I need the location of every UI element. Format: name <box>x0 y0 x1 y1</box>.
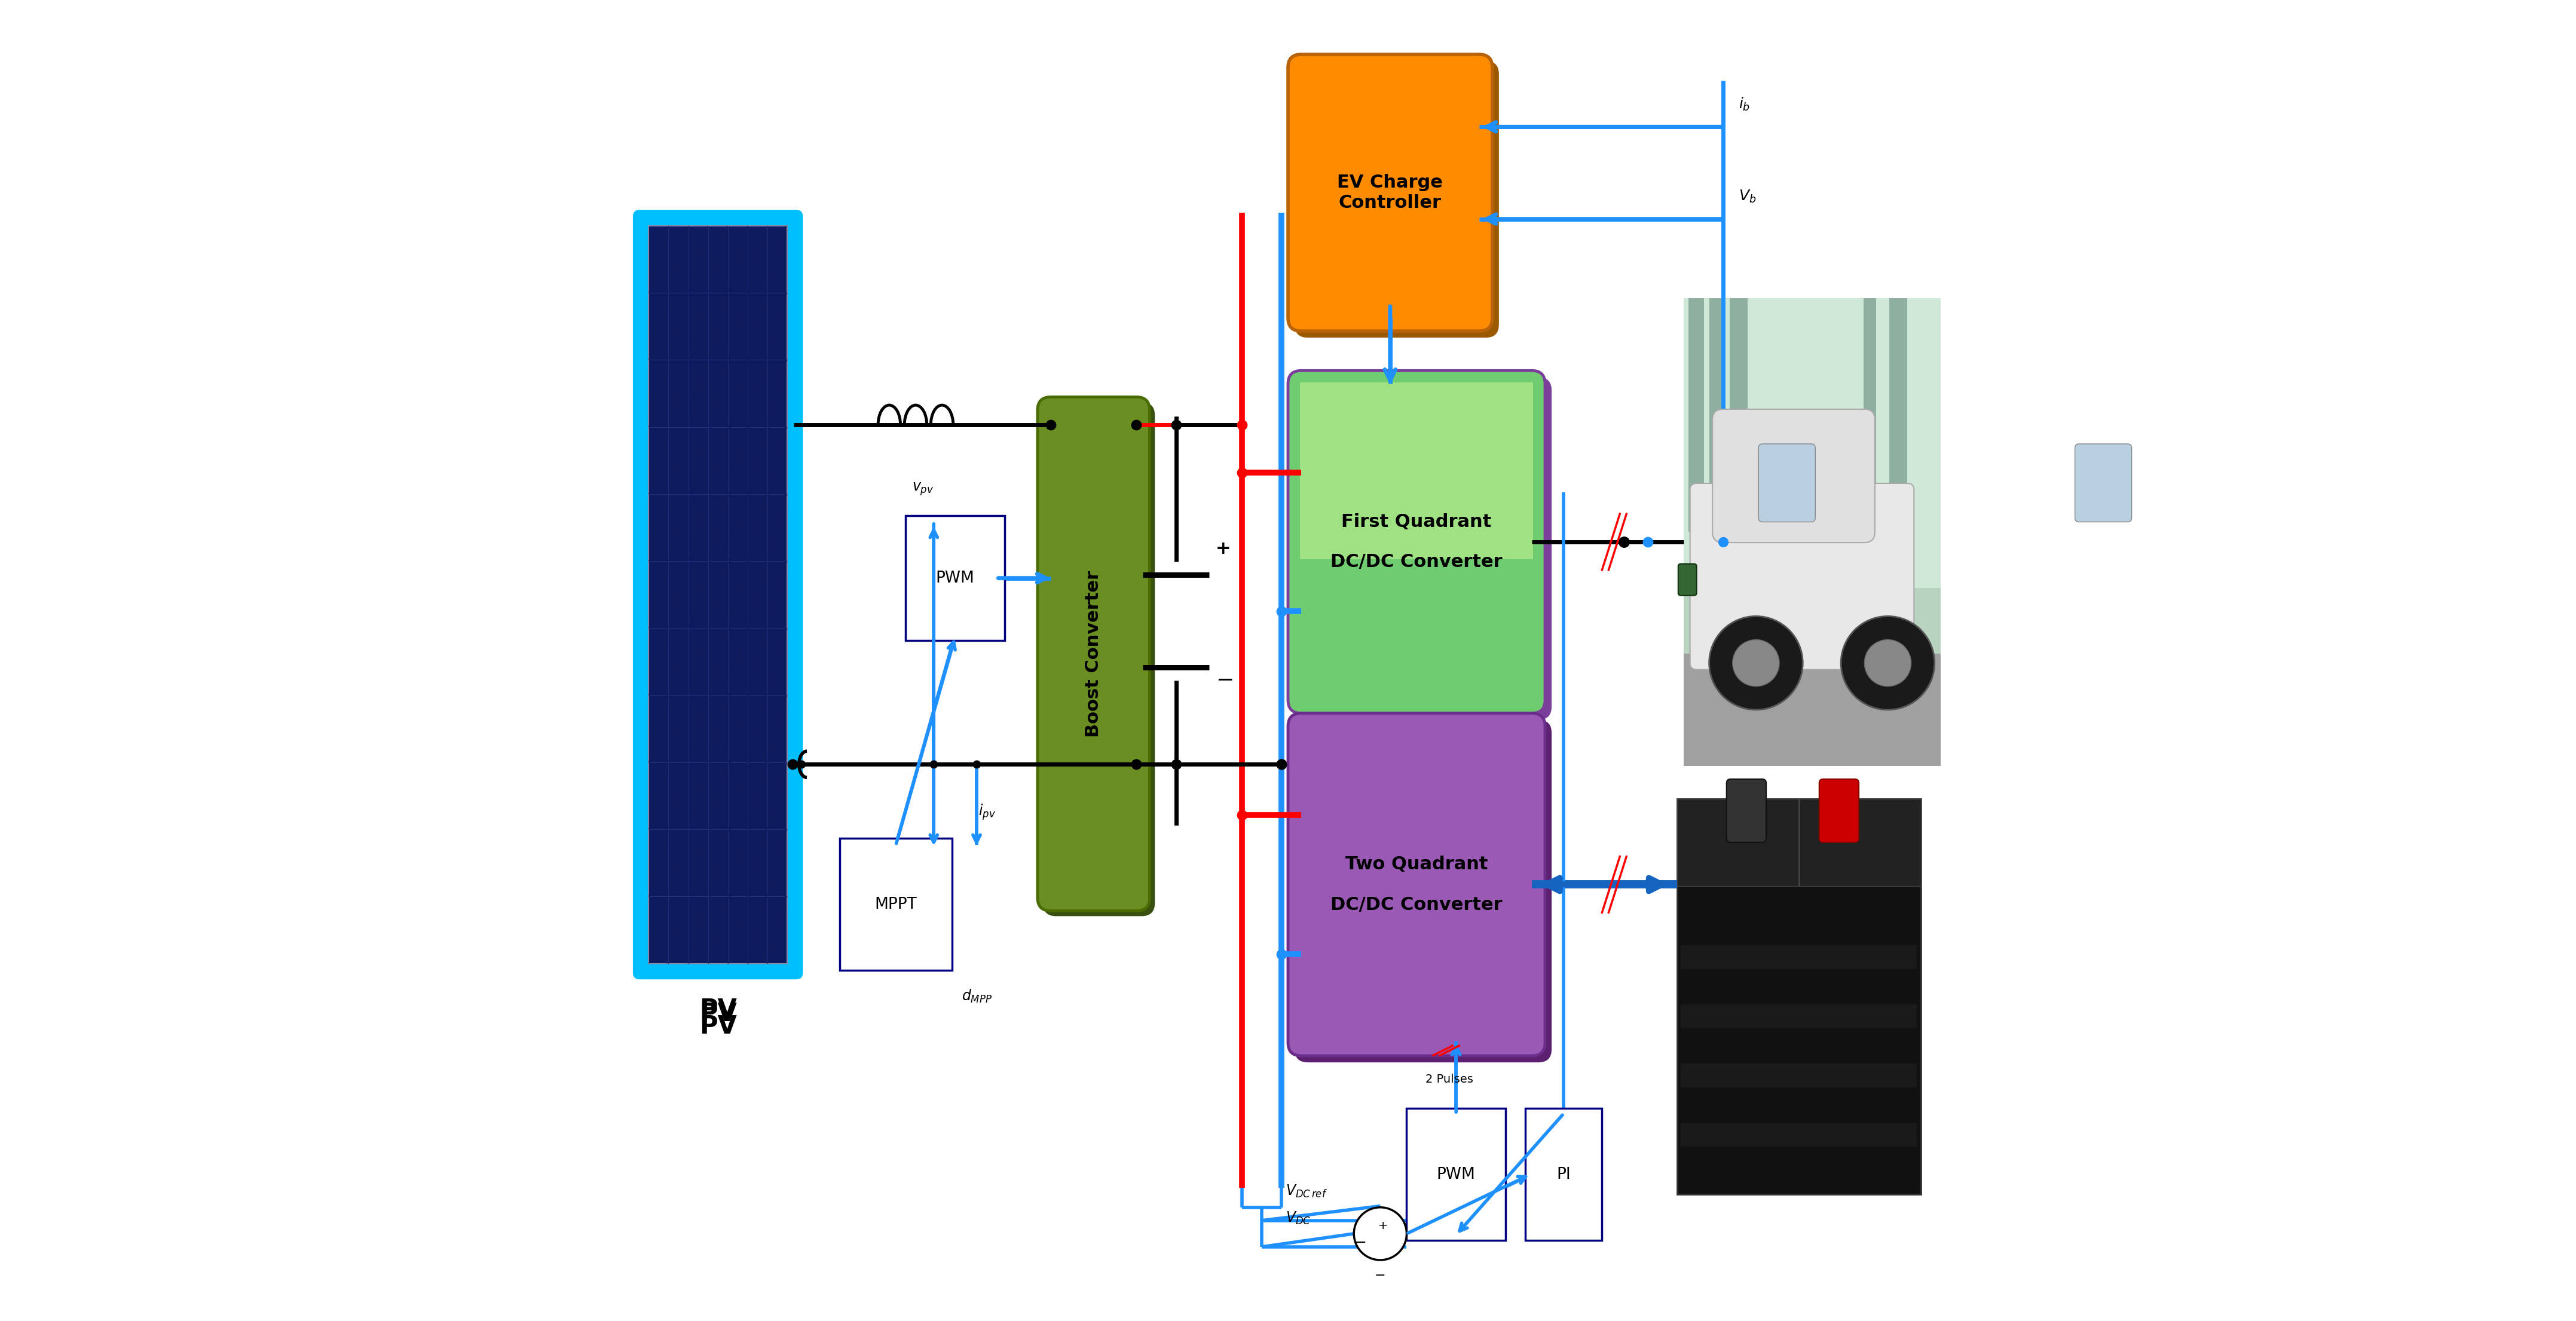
Point <box>1260 754 1301 775</box>
Text: $V_{DC\,ref}$: $V_{DC\,ref}$ <box>1285 1184 1327 1199</box>
Text: PV: PV <box>698 1013 737 1038</box>
Point <box>1221 804 1262 826</box>
FancyBboxPatch shape <box>1713 410 1875 543</box>
FancyBboxPatch shape <box>1301 383 1533 559</box>
FancyBboxPatch shape <box>1296 378 1551 720</box>
Bar <box>1680 1123 1917 1147</box>
FancyBboxPatch shape <box>2074 444 2133 522</box>
Text: EV Charge
Controller: EV Charge Controller <box>1337 174 1443 211</box>
Bar <box>1685 299 1940 766</box>
Circle shape <box>1842 616 1935 709</box>
Text: +: + <box>1378 1221 1388 1231</box>
Bar <box>1728 299 1747 542</box>
FancyBboxPatch shape <box>1038 398 1149 911</box>
Text: Boost Converter: Boost Converter <box>1084 571 1103 737</box>
Text: 2 Pulses: 2 Pulses <box>1425 1074 1473 1085</box>
FancyBboxPatch shape <box>907 515 1005 641</box>
Point <box>1157 415 1198 436</box>
FancyBboxPatch shape <box>1759 444 1816 522</box>
Bar <box>1685 299 1940 588</box>
FancyBboxPatch shape <box>1819 779 1860 843</box>
Point <box>912 754 953 775</box>
Circle shape <box>1865 639 1911 687</box>
Text: PV: PV <box>698 1001 737 1026</box>
Point <box>1602 531 1643 552</box>
Circle shape <box>1734 639 1780 687</box>
FancyBboxPatch shape <box>1296 720 1551 1062</box>
FancyBboxPatch shape <box>1677 564 1698 596</box>
Text: $v_{pv}$: $v_{pv}$ <box>912 481 935 497</box>
Text: −: − <box>1376 1269 1386 1281</box>
Text: PWM: PWM <box>935 571 974 587</box>
FancyBboxPatch shape <box>840 839 953 970</box>
FancyBboxPatch shape <box>1690 483 1914 670</box>
Point <box>1703 531 1744 552</box>
Circle shape <box>1708 616 1803 709</box>
Point <box>1157 754 1198 775</box>
Point <box>1260 943 1301 964</box>
Point <box>1030 415 1072 436</box>
FancyBboxPatch shape <box>1296 61 1499 338</box>
FancyBboxPatch shape <box>1406 1108 1504 1240</box>
Point <box>773 754 814 775</box>
FancyBboxPatch shape <box>1043 402 1154 917</box>
Text: PV: PV <box>698 997 737 1022</box>
FancyBboxPatch shape <box>634 210 804 979</box>
Bar <box>1677 799 1922 1194</box>
Text: PWM: PWM <box>1437 1166 1476 1182</box>
Text: +: + <box>1216 540 1231 557</box>
Bar <box>1680 945 1917 968</box>
Text: −: − <box>1355 1235 1368 1250</box>
Bar <box>1680 1063 1917 1087</box>
Text: First Quadrant

DC/DC Converter: First Quadrant DC/DC Converter <box>1332 513 1502 571</box>
Text: Two Quadrant

DC/DC Converter: Two Quadrant DC/DC Converter <box>1332 856 1502 913</box>
Point <box>1221 415 1262 436</box>
Text: PI: PI <box>1556 1166 1571 1182</box>
FancyBboxPatch shape <box>1288 371 1546 713</box>
Text: $V_b$: $V_b$ <box>1739 189 1757 205</box>
Point <box>781 754 822 775</box>
Bar <box>1862 299 1875 503</box>
Point <box>1115 415 1157 436</box>
Bar <box>1708 299 1721 518</box>
Text: $d_{MPP}$: $d_{MPP}$ <box>961 988 992 1005</box>
Point <box>956 754 997 775</box>
Bar <box>1680 1004 1917 1028</box>
Bar <box>649 226 788 963</box>
Text: MPPT: MPPT <box>876 897 917 911</box>
Text: −: − <box>1216 670 1234 691</box>
FancyBboxPatch shape <box>1726 779 1767 843</box>
Point <box>1628 531 1669 552</box>
Bar <box>1685 654 1940 766</box>
FancyBboxPatch shape <box>1288 54 1492 332</box>
Text: $i_{pv}$: $i_{pv}$ <box>979 803 997 822</box>
Point <box>1260 754 1301 775</box>
Bar <box>1888 299 1906 542</box>
Point <box>1221 462 1262 483</box>
Bar <box>1690 299 1703 532</box>
Circle shape <box>1355 1207 1406 1260</box>
Point <box>1115 754 1157 775</box>
FancyBboxPatch shape <box>1525 1108 1602 1240</box>
Point <box>1260 601 1301 622</box>
Bar <box>1677 799 1922 886</box>
Text: $V_{DC}$: $V_{DC}$ <box>1285 1210 1311 1226</box>
Text: $i_b$: $i_b$ <box>1739 96 1749 112</box>
FancyBboxPatch shape <box>1288 713 1546 1055</box>
